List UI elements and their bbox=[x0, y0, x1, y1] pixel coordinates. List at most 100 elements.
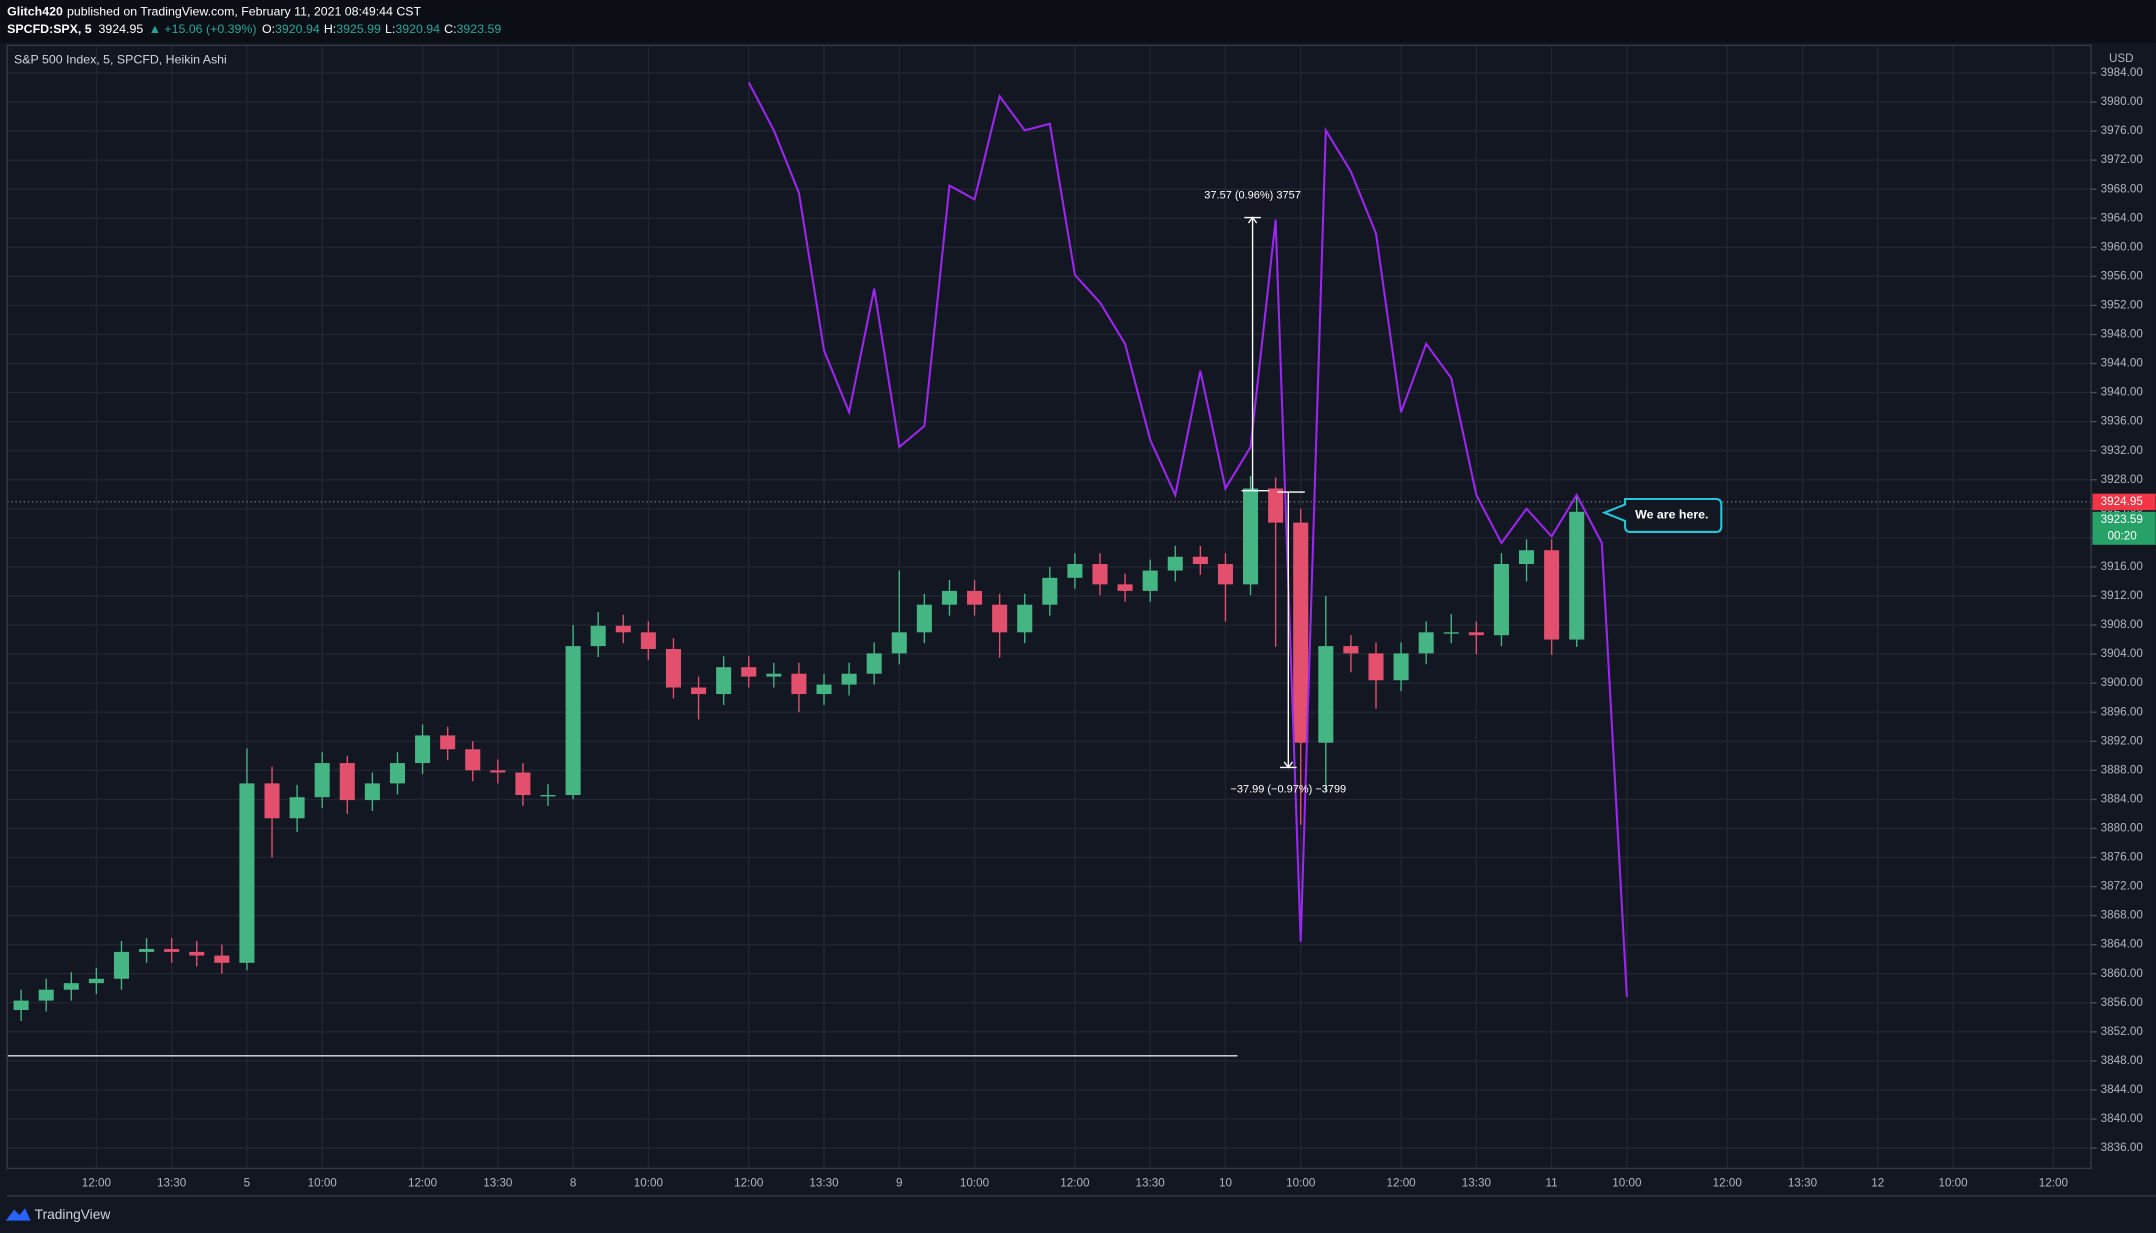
callout-text: We are here. bbox=[1635, 508, 1708, 522]
l-value: 3920.94 bbox=[395, 23, 440, 37]
candle-body bbox=[891, 632, 907, 654]
y-tick-label: 3836.00 bbox=[2101, 1141, 2144, 1154]
x-tick-label: 12:00 bbox=[408, 1177, 438, 1190]
y-tick-label: 3960.00 bbox=[2101, 240, 2144, 253]
header-line: Glitch420 published on TradingView.com, F… bbox=[7, 5, 421, 19]
candle-body bbox=[1368, 653, 1384, 681]
x-tick-label: 13:30 bbox=[1462, 1177, 1492, 1190]
h-value: 3925.99 bbox=[336, 23, 381, 37]
candle-body bbox=[866, 653, 882, 674]
y-tick-label: 3980.00 bbox=[2101, 95, 2144, 108]
candle-body bbox=[816, 684, 832, 695]
overlay-line bbox=[747, 81, 1628, 998]
c-label: C: bbox=[444, 23, 456, 37]
change: ▲ +15.06 (+0.39%) bbox=[149, 23, 257, 37]
candle-body bbox=[1393, 653, 1409, 681]
close-label: 3923.59 bbox=[2101, 513, 2143, 526]
candle-body bbox=[1092, 564, 1108, 585]
o-value: 3920.94 bbox=[275, 23, 320, 37]
candle-body bbox=[1318, 646, 1334, 743]
candle-body bbox=[1343, 646, 1359, 654]
x-tick-label: 9 bbox=[896, 1177, 903, 1190]
candle-body bbox=[139, 949, 155, 952]
callout-box bbox=[1601, 497, 1723, 533]
x-tick-label: 12 bbox=[1871, 1177, 1884, 1190]
candle-body bbox=[490, 770, 506, 773]
x-tick-label: 10:00 bbox=[634, 1177, 664, 1190]
candle-body bbox=[791, 673, 807, 695]
price: 3924.95 bbox=[99, 23, 144, 37]
candle-body bbox=[1519, 550, 1535, 565]
y-tick-label: 3896.00 bbox=[2101, 705, 2144, 718]
symbol: SPCFD:SPX, 5 bbox=[7, 23, 92, 37]
x-tick-label: 10:00 bbox=[1286, 1177, 1316, 1190]
candle-body bbox=[164, 949, 180, 952]
candle-body bbox=[1042, 577, 1058, 605]
candle-body bbox=[389, 763, 406, 784]
candle-body bbox=[415, 735, 431, 764]
candle-body bbox=[189, 951, 205, 956]
candle-body bbox=[1067, 564, 1083, 578]
y-tick-label: 3936.00 bbox=[2101, 415, 2144, 428]
candle-body bbox=[289, 797, 305, 819]
measure-arrow bbox=[1283, 761, 1293, 769]
x-tick-label: 10 bbox=[1219, 1177, 1232, 1190]
x-tick-label: 8 bbox=[570, 1177, 576, 1190]
candle-body bbox=[640, 632, 656, 650]
countdown: 00:20 bbox=[2108, 530, 2138, 543]
y-tick-label: 3984.00 bbox=[2101, 66, 2144, 79]
x-tick-label: 12:00 bbox=[2039, 1177, 2069, 1190]
candle-body bbox=[1418, 632, 1434, 654]
candle-body bbox=[1117, 584, 1133, 591]
brand: TradingView bbox=[35, 1207, 111, 1222]
callout: We are here. bbox=[1601, 497, 1723, 533]
x-tick-label: 10:00 bbox=[308, 1177, 338, 1190]
close-box bbox=[2092, 511, 2156, 545]
candle-body bbox=[364, 783, 380, 801]
chart-title: S&P 500 Index, 5, SPCFD, Heikin Ashi bbox=[14, 53, 227, 67]
candle-body bbox=[88, 978, 104, 984]
header-bar bbox=[0, 0, 2156, 43]
candle-body bbox=[1468, 632, 1484, 636]
last-price-label: 3924.95 bbox=[2101, 495, 2143, 508]
candle-body bbox=[716, 667, 732, 695]
x-tick-label: 12:00 bbox=[1713, 1177, 1743, 1190]
candle-body bbox=[1192, 556, 1208, 565]
candle-body bbox=[1243, 488, 1259, 585]
candle-body bbox=[38, 989, 54, 1001]
candle-body bbox=[992, 604, 1008, 633]
c-value: 3923.59 bbox=[457, 23, 502, 37]
y-tick-label: 3844.00 bbox=[2101, 1083, 2144, 1096]
candle-body bbox=[916, 604, 932, 633]
symbol-line: SPCFD:SPX, 5 3924.95 ▲ +15.06 (+0.39%) O:39… bbox=[7, 23, 501, 37]
y-tick-label: 3908.00 bbox=[2101, 618, 2144, 631]
y-tick-label: 3912.00 bbox=[2101, 589, 2144, 602]
x-tick-label: 13:30 bbox=[809, 1177, 839, 1190]
l-label: L: bbox=[385, 23, 395, 37]
currency: USD bbox=[2109, 52, 2134, 65]
y-tick-label: 3948.00 bbox=[2101, 328, 2144, 341]
x-tick-label: 13:30 bbox=[1788, 1177, 1818, 1190]
x-tick-label: 10:00 bbox=[960, 1177, 990, 1190]
y-tick-label: 3840.00 bbox=[2101, 1112, 2144, 1125]
candle-body bbox=[515, 772, 531, 796]
y-tick-label: 3856.00 bbox=[2101, 996, 2144, 1009]
user: Glitch420 bbox=[7, 5, 63, 19]
y-tick-label: 3976.00 bbox=[2101, 124, 2144, 137]
y-tick-label: 3944.00 bbox=[2101, 357, 2144, 370]
y-tick-label: 3852.00 bbox=[2101, 1025, 2144, 1038]
candle-body bbox=[1217, 564, 1233, 585]
h-label: H: bbox=[324, 23, 336, 37]
candle-body bbox=[1493, 564, 1509, 636]
candle-body bbox=[615, 625, 631, 633]
x-tick-label: 10:00 bbox=[1938, 1177, 1968, 1190]
y-tick-label: 3952.00 bbox=[2101, 298, 2144, 311]
candle-body bbox=[339, 763, 355, 801]
o-label: O: bbox=[262, 23, 275, 37]
candle-body bbox=[314, 763, 330, 798]
candle-body bbox=[590, 625, 606, 647]
y-tick-label: 3940.00 bbox=[2101, 386, 2144, 399]
candle-body bbox=[691, 687, 707, 695]
candle-body bbox=[1268, 488, 1284, 523]
candle-body bbox=[465, 749, 481, 771]
